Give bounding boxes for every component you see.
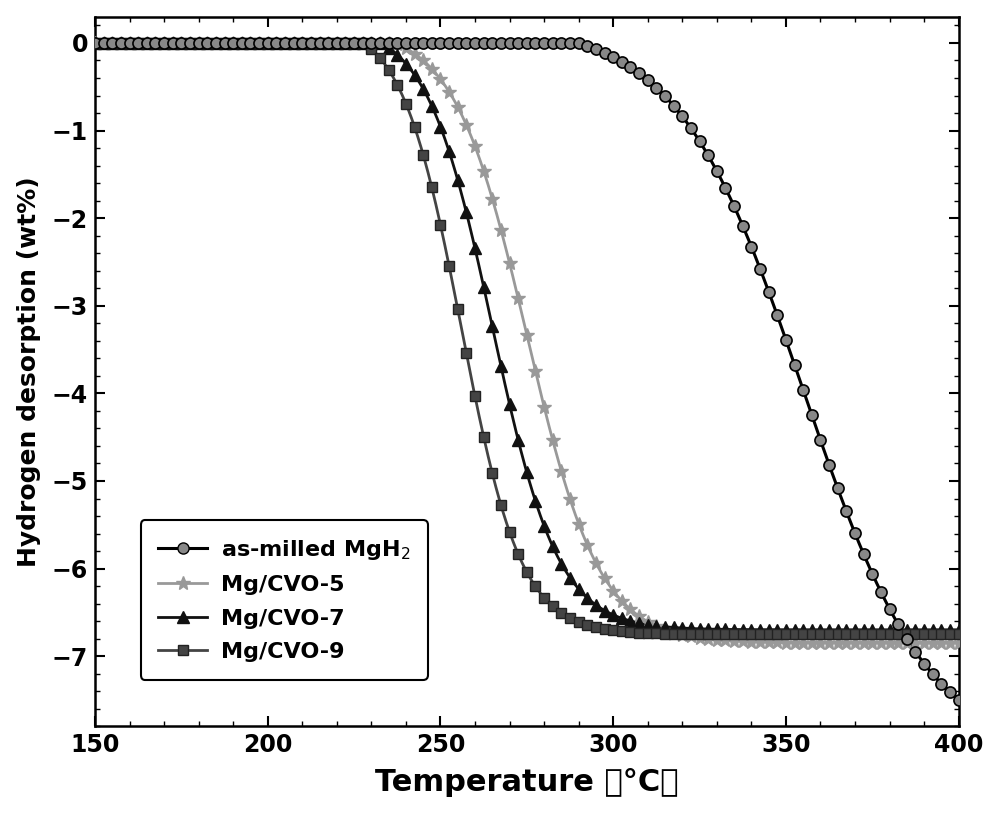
Mg/CVO-5 xyxy=(486,193,498,203)
Line: Mg/CVO-9: Mg/CVO-9 xyxy=(95,43,959,634)
Mg/CVO-5 xyxy=(953,638,965,648)
as-milled MgH$_2$ xyxy=(509,38,521,48)
Line: Mg/CVO-5: Mg/CVO-5 xyxy=(95,43,959,643)
Mg/CVO-9 xyxy=(486,467,498,477)
Mg/CVO-7 xyxy=(928,625,940,635)
as-milled MgH$_2$ xyxy=(486,38,498,48)
Legend: as-milled MgH$_2$, Mg/CVO-5, Mg/CVO-7, Mg/CVO-9: as-milled MgH$_2$, Mg/CVO-5, Mg/CVO-7, M… xyxy=(141,520,428,680)
Line: as-milled MgH$_2$: as-milled MgH$_2$ xyxy=(95,43,959,700)
Mg/CVO-9 xyxy=(89,38,101,48)
Mg/CVO-5 xyxy=(769,637,781,647)
Mg/CVO-9 xyxy=(953,629,965,639)
as-milled MgH$_2$ xyxy=(133,38,145,48)
X-axis label: Temperature （°C）: Temperature （°C） xyxy=(375,768,679,798)
Mg/CVO-7 xyxy=(89,38,101,48)
Mg/CVO-7 xyxy=(953,625,965,635)
Mg/CVO-7 xyxy=(509,422,521,431)
Mg/CVO-5 xyxy=(133,38,145,48)
Mg/CVO-5 xyxy=(509,280,521,290)
Y-axis label: Hydrogen desorption (wt%): Hydrogen desorption (wt%) xyxy=(17,176,41,567)
as-milled MgH$_2$ xyxy=(89,38,101,48)
Mg/CVO-9 xyxy=(928,629,940,639)
Mg/CVO-5 xyxy=(89,38,101,48)
Mg/CVO-9 xyxy=(509,541,521,551)
Mg/CVO-7 xyxy=(486,320,498,330)
Mg/CVO-7 xyxy=(927,625,939,635)
as-milled MgH$_2$ xyxy=(953,695,965,705)
Mg/CVO-5 xyxy=(928,638,940,648)
as-milled MgH$_2$ xyxy=(769,304,781,314)
as-milled MgH$_2$ xyxy=(927,670,939,680)
Mg/CVO-9 xyxy=(133,38,145,48)
Mg/CVO-7 xyxy=(769,625,781,635)
Mg/CVO-7 xyxy=(133,38,145,48)
Mg/CVO-9 xyxy=(927,629,939,639)
Mg/CVO-5 xyxy=(927,638,939,648)
Mg/CVO-9 xyxy=(769,629,781,639)
as-milled MgH$_2$ xyxy=(928,670,940,680)
Line: Mg/CVO-7: Mg/CVO-7 xyxy=(95,43,959,630)
